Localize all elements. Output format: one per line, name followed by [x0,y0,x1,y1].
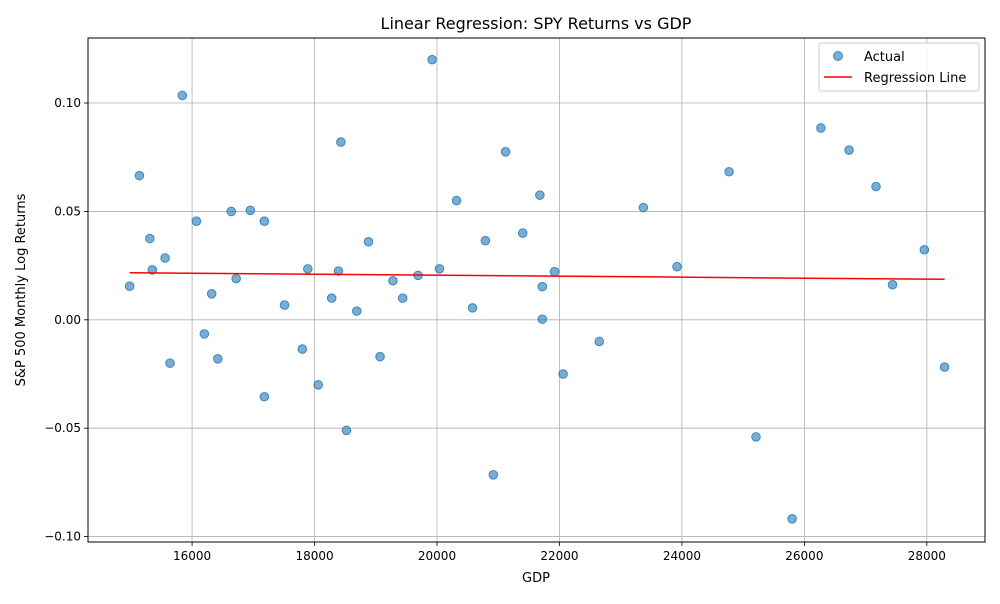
data-point [451,195,462,206]
data-point [177,90,188,101]
data-point [145,233,155,244]
data-point [363,236,374,247]
data-point [160,253,170,263]
data-point [844,145,854,155]
data-point [537,314,548,324]
data-point [375,351,385,362]
data-point [638,202,649,213]
data-point [326,293,337,303]
data-point [724,166,734,177]
legend-box [818,42,980,92]
data-point [816,123,826,133]
data-point [488,470,499,480]
data-point [397,293,408,303]
x-tick-label: 24000 [663,549,701,563]
y-tick-label: −0.10 [44,530,81,544]
data-point [259,216,270,226]
x-tick-label: 26000 [785,549,823,563]
data-point [787,514,797,524]
data-point [213,354,223,364]
plot-frame [87,37,986,543]
data-point [919,244,930,255]
legend: Actual Regression Line [818,42,980,92]
x-axis-label: GDP [522,571,550,586]
data-point [313,380,324,390]
data-point [427,54,437,65]
data-point [887,279,898,290]
data-point [259,391,270,402]
data-point [351,306,362,316]
y-axis: −0.10 −0.05 0.00 0.05 0.10 [44,96,88,544]
data-point [231,273,241,284]
data-point [279,300,290,310]
data-point [751,432,761,442]
series-layer [124,54,950,524]
data-point [199,329,210,339]
x-axis: 16000 18000 20000 22000 24000 26000 28000 [173,542,946,563]
data-point [297,344,308,354]
legend-label-regression: Regression Line [864,71,966,86]
data-point [245,205,256,216]
y-tick-label: 0.00 [54,313,81,327]
data-point [517,228,528,238]
x-tick-label: 16000 [173,549,211,563]
data-point [336,137,346,147]
data-point [535,190,545,200]
data-point [467,303,478,313]
data-point [226,206,237,217]
data-point [558,369,568,379]
regression-line [129,272,945,281]
data-point [594,336,605,347]
data-point [134,170,145,181]
y-tick-label: 0.05 [54,204,81,218]
data-point [549,266,560,277]
data-point [124,281,135,292]
data-point [333,266,344,276]
data-point [165,358,175,368]
data-point [206,288,217,299]
data-point [341,425,352,436]
data-point [480,235,491,246]
grid [88,38,985,542]
y-axis-label: S&P 500 Monthly Log Returns [14,193,29,386]
legend-label-actual: Actual [864,50,905,65]
data-point [500,147,511,157]
data-point [871,181,881,192]
chart-title: Linear Regression: SPY Returns vs GDP [381,14,692,33]
data-point [672,261,682,272]
y-tick-label: −0.05 [44,421,81,435]
data-point [537,281,548,292]
x-tick-label: 20000 [418,549,456,563]
data-point [147,265,158,275]
x-tick-label: 28000 [908,549,946,563]
data-point [191,216,202,226]
plot-area [88,38,985,542]
x-tick-label: 22000 [540,549,578,563]
x-tick-label: 18000 [295,549,333,563]
y-tick-label: 0.10 [54,96,81,110]
data-point [939,362,950,372]
legend-marker-actual [833,51,843,61]
data-point [434,264,445,274]
data-point [303,264,313,274]
data-point [388,275,398,286]
